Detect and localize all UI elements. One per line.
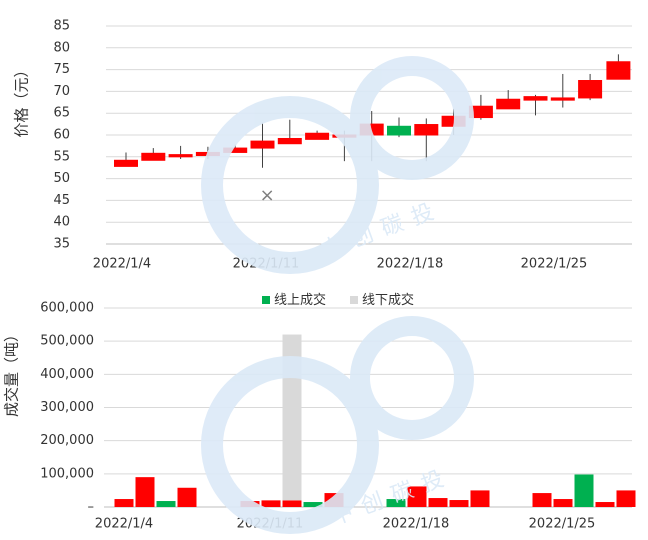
volume-bar (177, 487, 197, 507)
candle-body (578, 80, 603, 99)
volume-bar (282, 500, 302, 507)
volume-bar (428, 498, 448, 507)
volume-y-tick-label: – (88, 500, 95, 515)
candle-body (414, 124, 439, 136)
price-y-tick-label: 50 (53, 171, 70, 186)
volume-y-axis-title: 成交量（吨） (3, 327, 21, 417)
candle-body (114, 159, 138, 167)
candle-body (250, 140, 275, 149)
volume-y-tick-label: 600,000 (40, 301, 94, 316)
legend-offline-label: 线下成交 (362, 292, 414, 308)
price-candle (606, 54, 631, 80)
volume-bar (407, 486, 427, 507)
price-y-tick-label: 55 (53, 149, 70, 164)
price-candle (305, 130, 330, 140)
price-y-tick-label: 70 (53, 84, 70, 99)
volume-bar (449, 500, 469, 507)
price-marker-x: × (260, 185, 275, 206)
volume-y-tick-label: 400,000 (40, 367, 94, 382)
volume-y-tick-label: 300,000 (40, 400, 94, 415)
candle-body (496, 98, 521, 110)
price-y-tick-label: 45 (53, 193, 70, 208)
candle-body (523, 96, 548, 101)
volume-bar (574, 474, 594, 507)
candle-body (305, 132, 330, 140)
price-candle (141, 148, 166, 161)
price-y-tick-label: 40 (53, 215, 70, 230)
volume-bar (595, 502, 615, 507)
price-y-tick-label: 75 (53, 62, 70, 77)
candle-body (550, 97, 575, 101)
volume-bar (386, 499, 406, 507)
price-candle (387, 117, 411, 138)
volume-bar (303, 502, 323, 507)
volume-bar (261, 500, 281, 507)
price-candle (250, 122, 275, 168)
legend-online-label: 线上成交 (274, 292, 326, 308)
volume-bar (114, 499, 134, 507)
price-x-tick-label: 2022/1/4 (93, 257, 151, 272)
price-y-tick-label: 80 (53, 40, 70, 55)
volume-legend: 线上成交 线下成交 (262, 292, 414, 308)
volume-bar (470, 490, 490, 507)
price-candle (414, 118, 439, 162)
price-y-tick-label: 35 (53, 237, 70, 252)
volume-x-tick-label: 2022/1/25 (529, 517, 596, 532)
price-x-axis-ticks: 2022/1/4 2022/1/11 2022/1/18 2022/1/25 (93, 257, 588, 272)
candle-body (277, 137, 302, 145)
volume-x-tick-label: 2022/1/4 (95, 517, 153, 532)
legend-offline-swatch (350, 296, 358, 304)
price-y-tick-label: 85 (53, 19, 70, 34)
price-candle (277, 119, 302, 145)
price-candle (114, 152, 138, 167)
candle-body (168, 154, 193, 158)
price-y-tick-label: 60 (53, 128, 70, 143)
volume-bar (616, 490, 636, 507)
price-y-tick-label: 65 (53, 106, 70, 121)
price-candle (578, 73, 603, 101)
volume-y-axis-ticks: – 100,000 200,000 300,000 400,000 500,000 600,… (40, 301, 94, 515)
price-y-axis-ticks: 35 40 45 50 55 60 65 70 75 80 85 (53, 19, 70, 252)
volume-bar (156, 501, 176, 507)
volume-chart: – 100,000 200,000 300,000 400,000 500,000 600,… (3, 292, 636, 532)
price-candle (496, 90, 521, 110)
candle-body (606, 61, 631, 80)
price-x-tick-label: 2022/1/18 (377, 257, 444, 272)
price-x-tick-label: 2022/1/25 (521, 257, 588, 272)
legend-online-swatch (262, 296, 270, 304)
volume-y-tick-label: 500,000 (40, 334, 94, 349)
candle-body (387, 125, 411, 136)
volume-y-tick-label: 200,000 (40, 433, 94, 448)
volume-bar (135, 477, 155, 507)
price-candle (550, 73, 575, 108)
candle-body (141, 152, 166, 161)
price-y-axis-title: 价格（元） (13, 62, 31, 137)
price-candle (523, 94, 548, 116)
price-candle (168, 145, 193, 159)
volume-bar (532, 493, 552, 507)
volume-y-tick-label: 100,000 (40, 466, 94, 481)
volume-bar (553, 499, 573, 507)
volume-x-tick-label: 2022/1/18 (383, 517, 450, 532)
watermark-cn-text-top: 中创碳投 (318, 196, 447, 263)
